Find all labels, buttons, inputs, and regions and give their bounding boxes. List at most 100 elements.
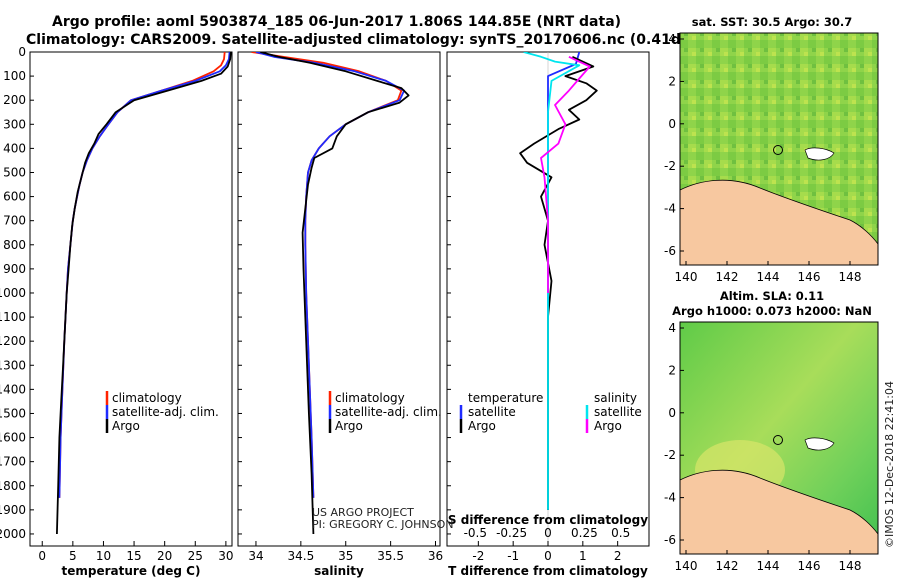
argo-position-marker [773, 145, 783, 155]
y-tick-label: 1100 [0, 310, 26, 324]
difference-series [519, 52, 598, 546]
y-tick-label: 1400 [0, 382, 26, 396]
temperature-series [56, 52, 232, 535]
y-tick-label: 1700 [0, 455, 26, 469]
series-temperature-argo [519, 55, 598, 510]
secondary-x-tick-label: 0.5 [611, 526, 630, 540]
x-tick-label: 0 [544, 549, 552, 563]
y-tick-label: 900 [3, 262, 26, 276]
legend-title-salinity: salinity [594, 391, 637, 405]
title-line-2: Climatology: CARS2009. Satellite-adjuste… [26, 32, 744, 48]
series-argo [260, 52, 410, 535]
map-x-tick-label: 144 [757, 559, 780, 573]
legend-label-satellite: satellite-adj. clim. [335, 405, 442, 419]
x-tick-label: 0 [38, 549, 46, 563]
argo-position-marker [773, 435, 783, 445]
secondary-x-tick-label: 0 [544, 526, 552, 540]
map-y-tick-label: 0 [668, 117, 676, 131]
x-tick-label: 35 [338, 549, 353, 563]
temperature-legend: climatology satellite-adj. clim. Argo [105, 391, 219, 433]
x-tick-label: 35.5 [377, 549, 404, 563]
legend-label-t-argo: Argo [468, 419, 496, 433]
x-tick-label: 36 [428, 549, 443, 563]
secondary-x-tick-label: 0.25 [571, 526, 598, 540]
sla-map-ticks: 4 2 0 -2 -4 -6 140 142 144 146 148 [664, 321, 861, 573]
y-tick-label: 1200 [0, 334, 26, 348]
legend-label-climatology: climatology [112, 391, 182, 405]
y-tick-label: 1500 [0, 406, 26, 420]
legend-label-s-satellite: satellite [594, 405, 642, 419]
y-tick-label: 1300 [0, 358, 26, 372]
salinity-panel-frame [237, 51, 441, 547]
map-y-tick-label: 2 [668, 363, 676, 377]
secondary-x-tick-label: -0.25 [496, 526, 527, 540]
sla-map-frame [679, 321, 879, 555]
y-tick-label: 200 [3, 93, 26, 107]
project-annotation-line-2: PI: GREGORY C. JOHNSON [312, 518, 453, 531]
map-x-tick-label: 140 [675, 559, 698, 573]
sla-map: Altim. SLA: 0.11 Argo h1000: 0.073 h2000… [664, 289, 879, 573]
series-climatology [251, 52, 403, 498]
sla-map-title-line-1: Altim. SLA: 0.11 [720, 289, 824, 303]
series-salinity-argo [540, 55, 591, 293]
sla-map-title-line-2: Argo h1000: 0.073 h2000: NaN [672, 304, 872, 318]
axis-ticks: 0 5 10 15 20 25 300100200300400500600700800900… [0, 45, 630, 563]
legend-label-climatology: climatology [335, 391, 405, 405]
y-tick-label: 1800 [0, 479, 26, 493]
y-tick-label: 400 [3, 141, 26, 155]
x-tick-label: 10 [96, 549, 111, 563]
x-tick-label: -2 [472, 549, 484, 563]
legend-title-temperature: temperature [468, 391, 543, 405]
title-line-1: Argo profile: aoml 5903874_185 06-Jun-20… [52, 14, 621, 30]
island-outline [804, 147, 835, 161]
legend-label-argo: Argo [112, 419, 140, 433]
map-x-tick-label: 142 [716, 559, 739, 573]
x-tick-label: 15 [126, 549, 141, 563]
map-y-tick-label: -6 [664, 533, 676, 547]
map-y-tick-label: -2 [664, 448, 676, 462]
x-tick-label: 30 [218, 549, 233, 563]
salinity-xlabel: salinity [314, 564, 364, 578]
salinity-legend: climatology satellite-adj. clim. Argo US… [312, 391, 453, 531]
series-argo [56, 52, 232, 535]
map-y-tick-label: -6 [664, 244, 676, 258]
map-x-tick-label: 140 [675, 270, 698, 284]
series-climatology [58, 52, 226, 498]
y-tick-label: 300 [3, 117, 26, 131]
temperature-panel-frame [29, 51, 233, 547]
map-y-tick-label: 0 [668, 406, 676, 420]
y-tick-label: 2000 [0, 527, 26, 541]
legend-label-s-argo: Argo [594, 419, 622, 433]
y-tick-label: 1000 [0, 286, 26, 300]
series-satellite-adj-clim- [255, 52, 406, 498]
sst-map-title: sat. SST: 30.5 Argo: 30.7 [692, 15, 852, 29]
sst-map: sat. SST: 30.5 Argo: 30.7 4 2 0 -2 -4 -6 140 14… [664, 15, 879, 284]
y-tick-label: 800 [3, 238, 26, 252]
map-y-tick-label: -4 [664, 491, 676, 505]
map-y-tick-label: 4 [668, 32, 676, 46]
y-tick-label: 700 [3, 214, 26, 228]
difference-legend-salinity: salinity satellite Argo [585, 391, 642, 433]
legend-label-t-satellite: satellite [468, 405, 516, 419]
difference-secondary-xlabel: S difference from climatology [448, 513, 648, 527]
sst-map-frame [679, 32, 879, 266]
y-tick-label: 1900 [0, 503, 26, 517]
difference-legend-temperature: temperature satellite Argo [459, 391, 543, 433]
x-tick-label: 5 [69, 549, 77, 563]
y-tick-label: 0 [18, 45, 26, 59]
series-satellite-adj-clim- [58, 52, 231, 498]
island-outline [804, 437, 835, 451]
y-tick-label: 500 [3, 165, 26, 179]
y-tick-label: 1600 [0, 431, 26, 445]
secondary-x-tick-label: -0.5 [464, 526, 487, 540]
map-x-tick-label: 142 [716, 270, 739, 284]
x-tick-label: 25 [188, 549, 203, 563]
salinity-series [251, 52, 410, 535]
x-tick-label: 1 [579, 549, 587, 563]
map-x-tick-label: 144 [757, 270, 780, 284]
map-x-tick-label: 148 [839, 270, 862, 284]
x-tick-label: 34 [248, 549, 263, 563]
map-x-tick-label: 148 [839, 559, 862, 573]
map-y-tick-label: -4 [664, 202, 676, 216]
